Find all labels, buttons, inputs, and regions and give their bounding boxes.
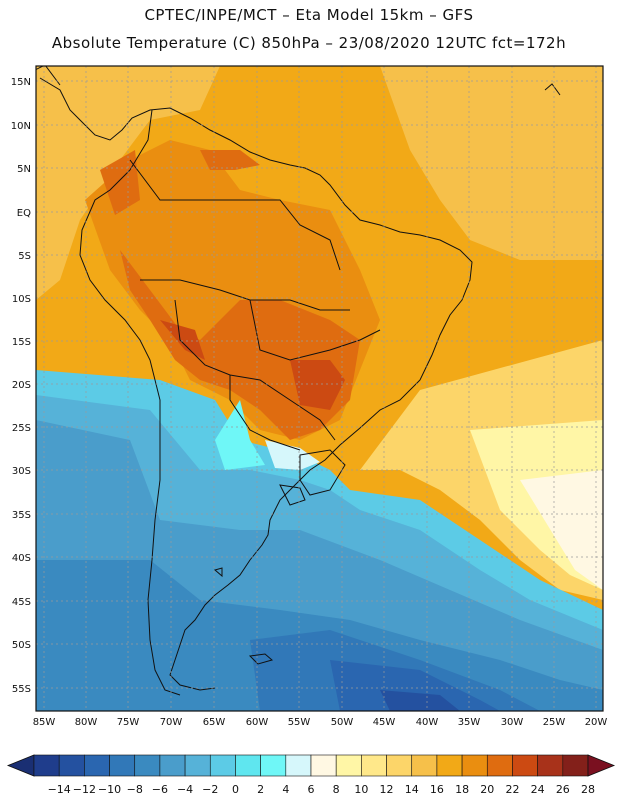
lon-tick-label: 40W bbox=[416, 717, 439, 728]
colorbar-swatch bbox=[411, 754, 438, 777]
colorbar-label: 0 bbox=[232, 783, 239, 796]
lon-tick-label: 35W bbox=[458, 717, 481, 728]
colorbar-swatch bbox=[310, 754, 337, 777]
colorbar-swatch bbox=[235, 754, 261, 777]
colorbar-swatch bbox=[486, 754, 513, 777]
colorbar-swatch bbox=[335, 754, 362, 777]
colorbar-label: 28 bbox=[581, 783, 595, 796]
colorbar: −14 −12 −10 −8 −6 −4 −2 0 2 4 6 8 10 12 14 16 18 20 22 24 26… bbox=[6, 754, 616, 796]
lon-tick-label: 55W bbox=[288, 717, 311, 728]
colorbar-swatch bbox=[84, 754, 110, 777]
colorbar-swatch bbox=[512, 754, 538, 777]
lon-tick-label: 20W bbox=[585, 717, 608, 728]
colorbar-label: 6 bbox=[308, 783, 315, 796]
lat-tick-label: 30S bbox=[12, 466, 31, 477]
lon-tick-label: 50W bbox=[331, 717, 354, 728]
colorbar-swatch bbox=[562, 754, 589, 777]
colorbar-label: −2 bbox=[202, 783, 218, 796]
lat-tick-label: 5N bbox=[17, 164, 31, 175]
colorbar-label: −6 bbox=[152, 783, 168, 796]
colorbar-label: 4 bbox=[282, 783, 289, 796]
colorbar-low-arrow bbox=[6, 754, 35, 777]
lat-tick-label: 15S bbox=[12, 337, 31, 348]
colorbar-label: 22 bbox=[505, 783, 519, 796]
map-frame bbox=[35, 65, 604, 712]
colorbar-label: −4 bbox=[177, 783, 193, 796]
colorbar-label: −10 bbox=[98, 783, 121, 796]
colorbar-label: 8 bbox=[333, 783, 340, 796]
lon-tick-label: 25W bbox=[543, 717, 566, 728]
lat-tick-label: 25S bbox=[12, 423, 31, 434]
lat-tick-label: 40S bbox=[12, 553, 31, 564]
colorbar-swatch bbox=[361, 754, 387, 777]
colorbar-swatch bbox=[461, 754, 488, 777]
lat-tick-label: 55S bbox=[12, 684, 31, 695]
colorbar-high-arrow bbox=[587, 754, 616, 777]
chart-title-line1: CPTEC/INPE/MCT – Eta Model 15km – GFS bbox=[144, 6, 474, 24]
colorbar-swatch bbox=[209, 754, 236, 777]
lon-tick-label: 80W bbox=[75, 717, 98, 728]
lon-tick-label: 60W bbox=[246, 717, 269, 728]
coastline-borders bbox=[36, 66, 561, 696]
temperature-field bbox=[36, 66, 603, 711]
colorbar-label: 16 bbox=[430, 783, 444, 796]
colorbar-swatch bbox=[109, 754, 136, 777]
latitude-axis: 15N 10N 5N EQ 5S 10S 15S 20S 25S 30S 35S… bbox=[11, 77, 31, 695]
lat-tick-label: 5S bbox=[18, 251, 31, 262]
colorbar-label: −14 bbox=[48, 783, 71, 796]
longitude-axis: 85W 80W 75W 70W 65W 60W 55W 50W 45W 40W … bbox=[33, 717, 608, 728]
colorbar-label: 18 bbox=[455, 783, 469, 796]
colorbar-swatch bbox=[260, 754, 287, 777]
lon-tick-label: 70W bbox=[160, 717, 183, 728]
lat-tick-label: 20S bbox=[12, 380, 31, 391]
colorbar-label: 20 bbox=[480, 783, 494, 796]
lat-tick-label: 45S bbox=[12, 597, 31, 608]
colorbar-label: 24 bbox=[531, 783, 545, 796]
lat-tick-label: 50S bbox=[12, 640, 31, 651]
colorbar-label: 2 bbox=[257, 783, 264, 796]
lon-tick-label: 45W bbox=[373, 717, 396, 728]
colorbar-swatch bbox=[285, 754, 312, 777]
colorbar-swatch bbox=[386, 754, 413, 777]
chart-title-line2: Absolute Temperature (C) 850hPa – 23/08/… bbox=[51, 34, 567, 52]
lat-tick-label: 35S bbox=[12, 510, 31, 521]
colorbar-label: −8 bbox=[127, 783, 143, 796]
lat-tick-label: 15N bbox=[11, 77, 31, 88]
colorbar-label: 12 bbox=[380, 783, 394, 796]
colorbar-label: 14 bbox=[405, 783, 419, 796]
colorbar-swatch bbox=[537, 754, 564, 777]
lon-tick-label: 30W bbox=[501, 717, 524, 728]
colorbar-swatch bbox=[58, 754, 85, 777]
lon-tick-label: 65W bbox=[203, 717, 226, 728]
colorbar-label: 26 bbox=[556, 783, 570, 796]
colorbar-swatch bbox=[436, 754, 463, 777]
lat-tick-label: 10N bbox=[11, 121, 31, 132]
colorbar-swatch bbox=[159, 754, 186, 777]
colorbar-label: 10 bbox=[354, 783, 368, 796]
colorbar-swatch bbox=[184, 754, 211, 777]
colorbar-swatch bbox=[33, 754, 60, 777]
colorbar-label: −12 bbox=[73, 783, 96, 796]
lat-tick-label: EQ bbox=[17, 208, 31, 219]
colorbar-swatch bbox=[134, 754, 161, 777]
lon-tick-label: 75W bbox=[117, 717, 140, 728]
lon-tick-label: 85W bbox=[33, 717, 56, 728]
lat-tick-label: 10S bbox=[12, 294, 31, 305]
